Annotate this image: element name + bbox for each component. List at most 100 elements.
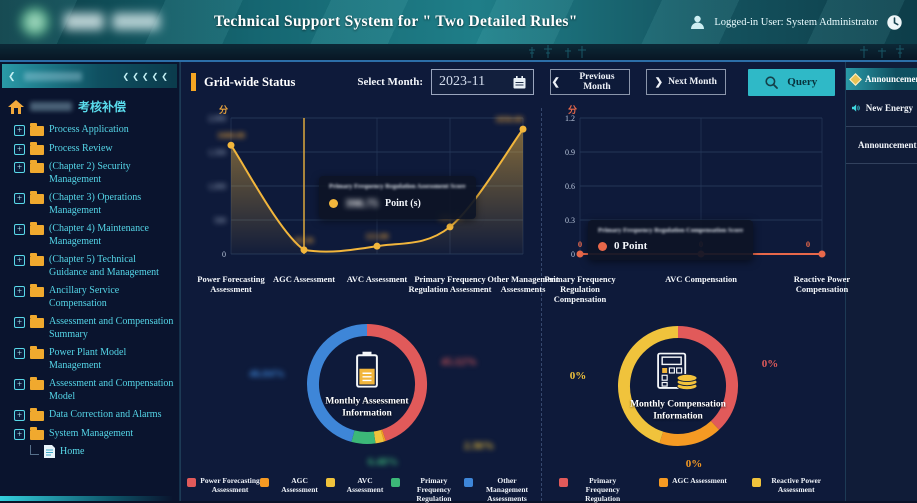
sidebar-item-ancillary-service-compensation[interactable]: + Ancillary Service Compensation [0, 282, 179, 313]
x-axis-labels: Primary Frequency Regulation Compensatio… [544, 274, 850, 304]
legend-swatch [390, 478, 400, 487]
expand-icon[interactable]: + [14, 255, 25, 266]
svg-text:0.9: 0.9 [565, 148, 575, 157]
coins-icon [676, 373, 698, 391]
announcement-label: New Energy [865, 103, 913, 113]
x-axis-label: Other Management Assessments [487, 274, 559, 295]
donut-percent-label: 2.36% [463, 440, 495, 452]
sidebar-item-process-review[interactable]: + Process Review [0, 140, 179, 159]
calendar-icon [513, 75, 526, 88]
redacted-logo-text [112, 13, 160, 30]
sidebar-item-data-correction-and-alarms[interactable]: + Data Correction and Alarms [0, 406, 179, 425]
query-button[interactable]: Query [747, 68, 836, 96]
folder-icon [30, 160, 44, 173]
sidebar-item-label: Ancillary Service Compensation [49, 285, 120, 309]
panel-divider [541, 108, 542, 503]
month-value: 2023-11 [439, 74, 486, 89]
legend-item-power-forecasting-assessment[interactable]: Power Forecasting Assessment [187, 476, 260, 494]
clock-icon[interactable] [886, 14, 903, 31]
next-month-button[interactable]: ❯ Next Month [646, 69, 726, 95]
legend-item-agc-assessment[interactable]: AGC Assessment [260, 476, 326, 494]
speaker-icon [852, 104, 860, 112]
sidebar-item-label: (Chapter 3) Operations Management [49, 192, 142, 216]
accent-bar [191, 73, 196, 91]
x-axis-label: AGC Assessment [272, 274, 336, 284]
x-axis-label: Primary Frequency Regulation Compensatio… [544, 274, 616, 305]
sidebar-item-label: Process Application [49, 124, 129, 135]
month-picker[interactable]: 2023-11 [431, 69, 535, 95]
svg-text:115.00: 115.00 [366, 231, 389, 241]
sidebar-item-home[interactable]: Home [0, 443, 179, 462]
sidebar-root-node[interactable]: 考核补偿 [0, 94, 179, 121]
app-logo [12, 5, 182, 39]
legend-swatch [260, 478, 270, 487]
announcement-item-new-energy[interactable]: New Energy [846, 90, 917, 127]
legend-swatch [659, 478, 669, 487]
main-content: Grid-wide Status Select Month: 2023-11 ❮… [180, 62, 850, 503]
assessment-donut-chart[interactable]: Monthly Assessment Information 45.12% 2.3… [185, 308, 539, 474]
expand-icon[interactable]: + [14, 162, 25, 173]
folder-icon [30, 253, 44, 266]
sidebar-item-assessment-and-compensation-model[interactable]: + Assessment and Compensation Model [0, 375, 179, 406]
assessment-legend: Power Forecasting Assessment AGC Assessme… [185, 476, 539, 503]
legend-swatch [558, 478, 568, 487]
app-header: Technical Support System for " Two Detai… [0, 0, 917, 44]
sidebar-item-label: Power Plant Model Management [49, 347, 127, 371]
legend-label: AVC Assessment [346, 476, 384, 494]
legend-swatch [187, 478, 196, 487]
sidebar-item-power-plant-model-management[interactable]: + Power Plant Model Management [0, 344, 179, 375]
svg-text:1,500: 1,500 [208, 148, 226, 157]
legend-item-reactive-power-assessment[interactable]: Reactive Power Assessment [752, 476, 827, 494]
svg-text:分: 分 [219, 104, 228, 115]
expand-icon[interactable]: + [14, 193, 25, 204]
compensation-donut-chart[interactable]: Monthly Compensation Information 0% 0% 0% [544, 308, 842, 474]
chevron-right-icon: ❯ [654, 76, 664, 88]
donut-percent-label: 0% [761, 358, 779, 370]
sidebar-item-system-management[interactable]: + System Management [0, 425, 179, 444]
folder-icon [30, 222, 44, 235]
document-icon [44, 445, 55, 458]
expand-icon[interactable]: + [14, 286, 25, 297]
tooltip-title: Primary Frequency Regulation Assessment … [329, 183, 466, 190]
sidebar-item-assessment-and-compensation-summary[interactable]: + Assessment and Compensation Summary [0, 313, 179, 344]
battery-icon [356, 351, 378, 388]
expand-icon[interactable]: + [14, 224, 25, 235]
legend-item-primary-frequency-regulation-assessment[interactable]: Primary Frequency Regulation Assessment [558, 476, 634, 503]
sidebar-root-label: 考核补偿 [78, 100, 127, 114]
svg-text:0: 0 [806, 239, 810, 249]
expand-icon[interactable]: + [14, 348, 25, 359]
expand-icon[interactable]: + [14, 125, 25, 136]
previous-month-label: Previous Month [579, 72, 615, 92]
expand-icon[interactable]: + [14, 379, 25, 390]
folder-icon [30, 377, 44, 390]
svg-text:0.3: 0.3 [565, 216, 575, 225]
sidebar-item-process-application[interactable]: + Process Application [0, 121, 179, 140]
legend-item-avc-assessment[interactable]: AVC Assessment [326, 476, 391, 494]
sidebar-item-chapter-3-operations-management[interactable]: + (Chapter 3) Operations Management [0, 189, 179, 220]
compensation-line-chart[interactable]: 00.30.60.91.2分000 Primary Frequency Regu… [544, 104, 850, 304]
legend-item-other-management-assessments[interactable]: Other Management Assessments [463, 476, 537, 503]
announcement-item-announcement[interactable]: Announcement [846, 127, 917, 164]
expand-icon[interactable]: + [14, 143, 25, 155]
x-axis-label: Reactive Power Compensation [793, 274, 851, 295]
expand-icon[interactable]: + [14, 317, 25, 328]
announcement-header-label: Announcement [865, 74, 917, 84]
sidebar-item-chapter-5-technical-guidance-and-management[interactable]: + (Chapter 5) Technical Guidance and Mana… [0, 251, 179, 282]
svg-text:1,000: 1,000 [208, 182, 226, 191]
sidebar-item-chapter-4-maintenance-management[interactable]: + (Chapter 4) Maintenance Management [0, 220, 179, 251]
sidebar-collapse-bar[interactable]: ❮ ❮❮❮❮❮ [2, 64, 177, 88]
announcement-header[interactable]: Announcement [846, 68, 917, 90]
folder-icon [30, 346, 44, 359]
sidebar-item-chapter-2-security-management[interactable]: + (Chapter 2) Security Management [0, 158, 179, 189]
svg-text:分: 分 [568, 104, 577, 115]
expand-icon[interactable]: + [14, 428, 25, 440]
legend-item-agc-assessment[interactable]: AGC Assessment [659, 476, 727, 487]
expand-icon[interactable]: + [14, 410, 25, 421]
folder-icon [30, 141, 44, 155]
svg-text:1836.00: 1836.00 [495, 114, 523, 124]
legend-item-primary-frequency-regulation-assessment[interactable]: Primary Frequency Regulation Assessment [390, 476, 464, 503]
previous-month-button[interactable]: ❮ Previous Month [550, 69, 631, 95]
subheader-strip [0, 44, 917, 62]
donut-percent-label: 46.04% [249, 368, 285, 380]
